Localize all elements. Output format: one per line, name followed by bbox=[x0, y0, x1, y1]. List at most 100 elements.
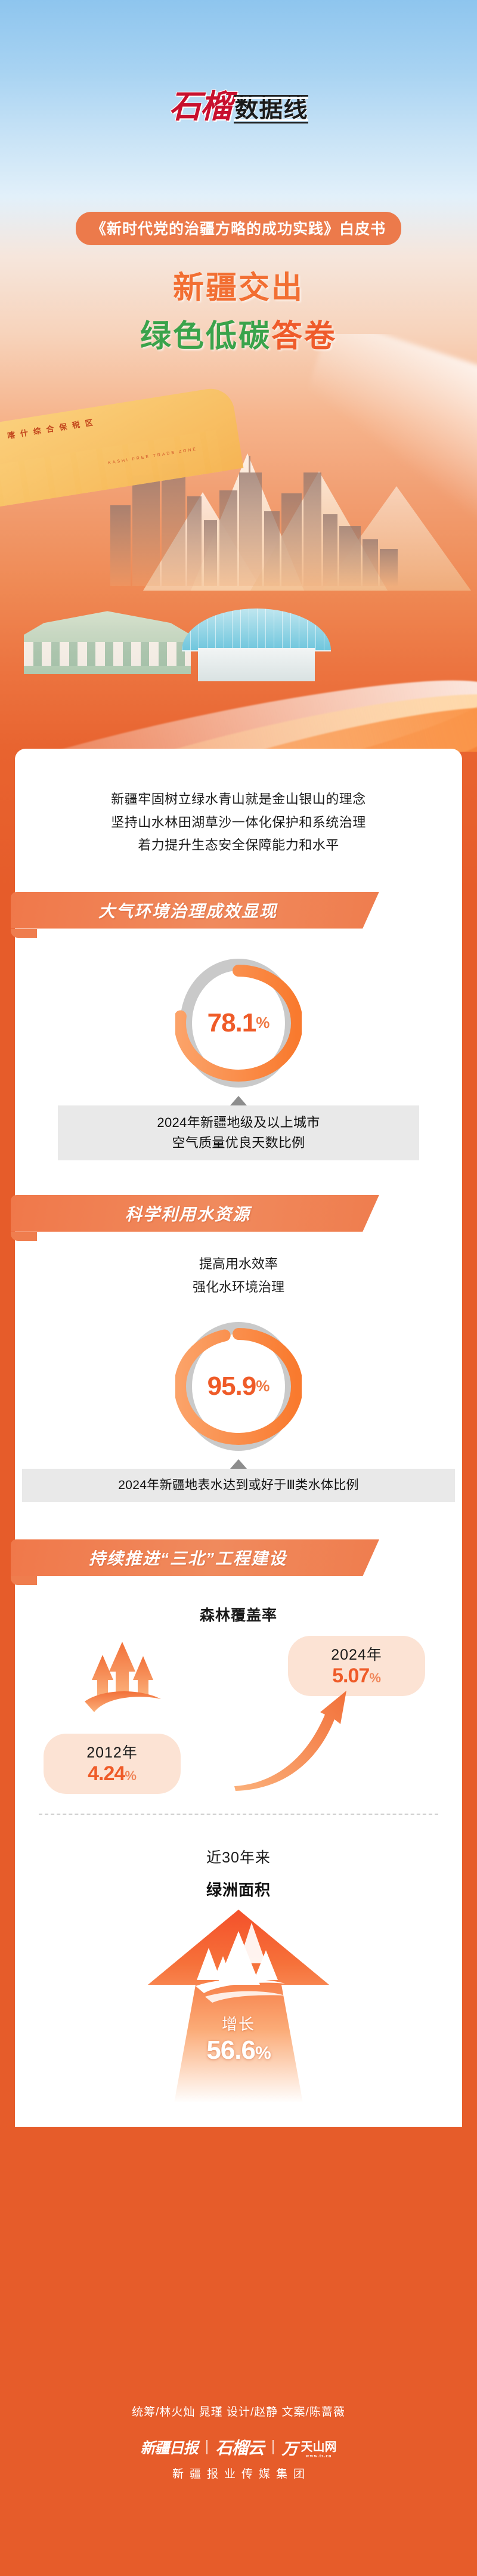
pine-trees-icon bbox=[85, 1642, 161, 1713]
banner-label: 科学利用水资源 bbox=[125, 1204, 250, 1224]
growth-value: 56.6 bbox=[206, 2036, 256, 2065]
building-icon bbox=[110, 505, 131, 586]
pavilion-windows bbox=[24, 642, 191, 666]
banner-fold bbox=[11, 928, 37, 938]
footer-logo-row: 新疆日报 石榴云 万 天山网 www.ts.cn bbox=[0, 2435, 477, 2459]
pill-2024: 2024年 5.07% bbox=[288, 1636, 425, 1697]
building-icon bbox=[363, 539, 378, 586]
building-icon bbox=[264, 511, 280, 586]
oasis-growth-label: 增长 56.6% bbox=[143, 2012, 334, 2065]
building-icon bbox=[380, 549, 398, 586]
caption-air: 2024年新疆地级及以上城市 空气质量优良天数比例 bbox=[58, 1105, 419, 1160]
oasis-arrow: 增长 56.6% bbox=[143, 1906, 334, 2104]
pill-2012-symbol: % bbox=[125, 1768, 137, 1784]
growth-symbol: % bbox=[255, 2043, 271, 2064]
water-subtitle: 提高用水效率 强化水环境治理 bbox=[15, 1252, 462, 1299]
banner-label: 大气环境治理成效显现 bbox=[98, 901, 277, 921]
logo-tianshannet-mark: 万 bbox=[281, 2439, 298, 2458]
donut-chart-water: 95.9% bbox=[175, 1317, 302, 1456]
pill-2012-year: 2012年 bbox=[86, 1744, 138, 1762]
donut-svg bbox=[175, 1321, 302, 1451]
banner-fold bbox=[11, 1231, 37, 1241]
section-banner-water: 科学利用水资源 bbox=[11, 1194, 462, 1241]
pill-2024-symbol: % bbox=[369, 1670, 381, 1686]
water-sub-line-2: 强化水环境治理 bbox=[192, 1280, 284, 1295]
building-icon bbox=[204, 520, 217, 586]
logo-divider bbox=[272, 2440, 274, 2454]
section-banner-forest: 持续推进“三北”工程建设 bbox=[11, 1539, 462, 1586]
caption-text: 2024年新疆地表水达到或好于Ⅲ类水体比例 bbox=[118, 1478, 359, 1492]
caption-line-2: 空气质量优良天数比例 bbox=[172, 1135, 305, 1150]
footer: 新疆日报 石榴云 万 天山网 www.ts.cn 新疆报业传媒集团 bbox=[0, 2435, 477, 2481]
section-banner-air: 大气环境治理成效显现 bbox=[11, 891, 462, 938]
logo-tianshannet: 万 天山网 www.ts.cn bbox=[282, 2436, 337, 2459]
banner-shape: 大气环境治理成效显现 bbox=[11, 891, 379, 929]
brand-logo: 石榴 数据线 bbox=[0, 91, 477, 123]
banner-shape: 持续推进“三北”工程建设 bbox=[11, 1539, 379, 1577]
logo-divider bbox=[206, 2440, 207, 2454]
content-card: 新疆牢固树立绿水青山就是金山银山的理念 坚持山水林田湖草沙一体化保护和系统治理 … bbox=[11, 749, 462, 2127]
donut-center-label: 95.9% bbox=[175, 1317, 302, 1456]
up-arrow-icon bbox=[148, 1910, 329, 2104]
pill-2012: 2012年 4.24% bbox=[44, 1734, 181, 1794]
growth-value-row: 56.6% bbox=[143, 2036, 334, 2065]
donut-svg bbox=[175, 958, 302, 1088]
footer-group-name: 新疆报业传媒集团 bbox=[172, 2468, 311, 2481]
banner-fold bbox=[11, 1576, 37, 1586]
brand-logo-calligraphy: 石榴 bbox=[169, 89, 233, 125]
lead-paragraph: 新疆牢固树立绿水青山就是金山银山的理念 坚持山水林田湖草沙一体化保护和系统治理 … bbox=[15, 788, 462, 857]
lead-line-2: 坚持山水林田湖草沙一体化保护和系统治理 bbox=[111, 814, 366, 830]
lead-line-1: 新疆牢固树立绿水青山就是金山银山的理念 bbox=[111, 792, 366, 807]
brand-logo-subtitle-box: 数据线 bbox=[233, 95, 308, 123]
logo-xinjiang-daily: 新疆日报 bbox=[140, 2441, 198, 2457]
oasis-section: 近30年来 绿洲面积 bbox=[15, 1846, 462, 2104]
stadium-base bbox=[198, 648, 315, 681]
donut-graphic: 78.1% bbox=[175, 954, 302, 1092]
oasis-line-1: 近30年来 bbox=[206, 1849, 271, 1867]
dome-grid bbox=[182, 609, 331, 650]
lead-line-3: 着力提升生态安全保障能力和水平 bbox=[138, 838, 339, 853]
donut-center-label: 78.1% bbox=[175, 954, 302, 1092]
brand-logo-subtitle: 数据线 bbox=[234, 95, 308, 122]
antenna-icon bbox=[249, 456, 250, 472]
city-skyline-illustration: 喀什综合保税区 KASHI FREE TRADE ZONE bbox=[0, 334, 477, 752]
title-rest-part: 答卷 bbox=[271, 320, 337, 354]
building-icon bbox=[339, 526, 361, 586]
pill-2024-year: 2024年 bbox=[331, 1647, 382, 1664]
oasis-forest-glyph bbox=[196, 1923, 285, 2003]
section-divider bbox=[39, 1814, 438, 1815]
building-icon bbox=[239, 472, 262, 586]
caption-line-1: 2024年新疆地级及以上城市 bbox=[157, 1114, 320, 1130]
pill-2024-value: 5.07 bbox=[332, 1664, 370, 1688]
title-line-2: 绿色低碳答卷 bbox=[0, 311, 477, 356]
growth-label-text: 增长 bbox=[221, 2015, 255, 2034]
forest-coverage-title: 森林覆盖率 bbox=[199, 1607, 277, 1624]
donut-chart-air: 78.1% bbox=[175, 954, 302, 1092]
caption-water: 2024年新疆地表水达到或好于Ⅲ类水体比例 bbox=[22, 1468, 455, 1503]
caption-caret-icon bbox=[230, 1095, 247, 1105]
pavilion-icon bbox=[24, 611, 191, 674]
donut-percent-symbol: % bbox=[256, 1014, 270, 1031]
title-line-1: 新疆交出 bbox=[172, 271, 304, 305]
page-title: 新疆交出 绿色低碳答卷 bbox=[0, 262, 477, 356]
donut-graphic: 95.9% bbox=[175, 1317, 302, 1456]
title-green-part: 绿色低碳 bbox=[140, 320, 271, 354]
logo-tianshannet-url: www.ts.cn bbox=[305, 2453, 332, 2458]
building-icon bbox=[132, 475, 160, 586]
building-icon bbox=[323, 514, 337, 586]
caption-caret-icon bbox=[230, 1459, 247, 1469]
donut-value: 95.9 bbox=[207, 1371, 257, 1401]
water-sub-line-1: 提高用水效率 bbox=[199, 1256, 278, 1271]
banner-label: 持续推进“三北”工程建设 bbox=[88, 1549, 287, 1568]
donut-value: 78.1 bbox=[207, 1008, 257, 1037]
caption-line-1: 2024年新疆地表水达到或好于Ⅲ类水体比例 bbox=[33, 1476, 444, 1496]
logo-tianshannet-text: 天山网 www.ts.cn bbox=[301, 2441, 337, 2459]
building-icon bbox=[219, 490, 237, 586]
growth-arrow-icon bbox=[234, 1691, 346, 1792]
forest-coverage-chart: 2024年 5.07% 2012年 4.24% bbox=[15, 1631, 462, 1810]
building-icon bbox=[187, 496, 202, 586]
logo-tianshannet-name: 天山网 bbox=[301, 2440, 337, 2454]
oasis-line-2: 绿洲面积 bbox=[206, 1881, 271, 1899]
banner-shape: 科学利用水资源 bbox=[11, 1194, 379, 1232]
donut-percent-symbol: % bbox=[256, 1377, 270, 1395]
